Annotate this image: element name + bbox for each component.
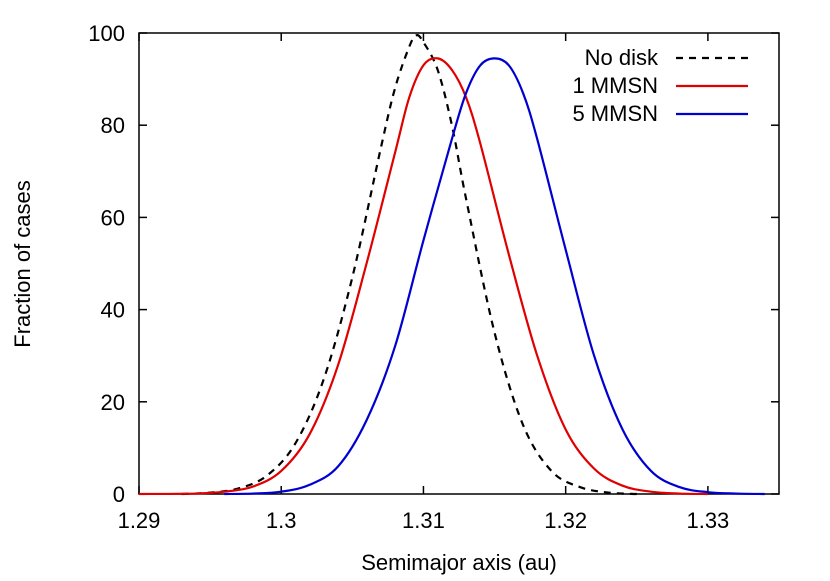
y-tick-label: 80: [101, 113, 125, 138]
legend: No disk 1 MMSN 5 MMSN: [572, 45, 748, 126]
x-tick-label: 1.3: [266, 508, 297, 533]
x-axis-ticks: 1.29 1.3 1.31 1.32 1.33: [118, 33, 729, 533]
legend-label-2: 5 MMSN: [572, 101, 658, 126]
y-tick-label: 60: [101, 205, 125, 230]
y-axis-label: Fraction of cases: [10, 180, 35, 348]
y-tick-label: 40: [101, 298, 125, 323]
x-axis-label: Semimajor axis (au): [361, 550, 557, 575]
x-tick-label: 1.32: [544, 508, 587, 533]
plot-frame: [138, 32, 780, 495]
y-axis-ticks: 0 20 40 60 80 100: [88, 21, 779, 507]
legend-label-1: 1 MMSN: [572, 73, 658, 98]
y-tick-label: 100: [88, 21, 125, 46]
x-tick-label: 1.29: [118, 508, 161, 533]
series-line-1: [138, 57, 708, 496]
series-line-0: [181, 34, 637, 496]
series-line-2: [224, 57, 765, 496]
legend-label-0: No disk: [585, 45, 659, 70]
x-tick-label: 1.33: [686, 508, 729, 533]
y-tick-label: 20: [101, 390, 125, 415]
series-layer: [138, 34, 765, 496]
y-tick-label: 0: [113, 482, 125, 507]
x-tick-label: 1.31: [402, 508, 445, 533]
